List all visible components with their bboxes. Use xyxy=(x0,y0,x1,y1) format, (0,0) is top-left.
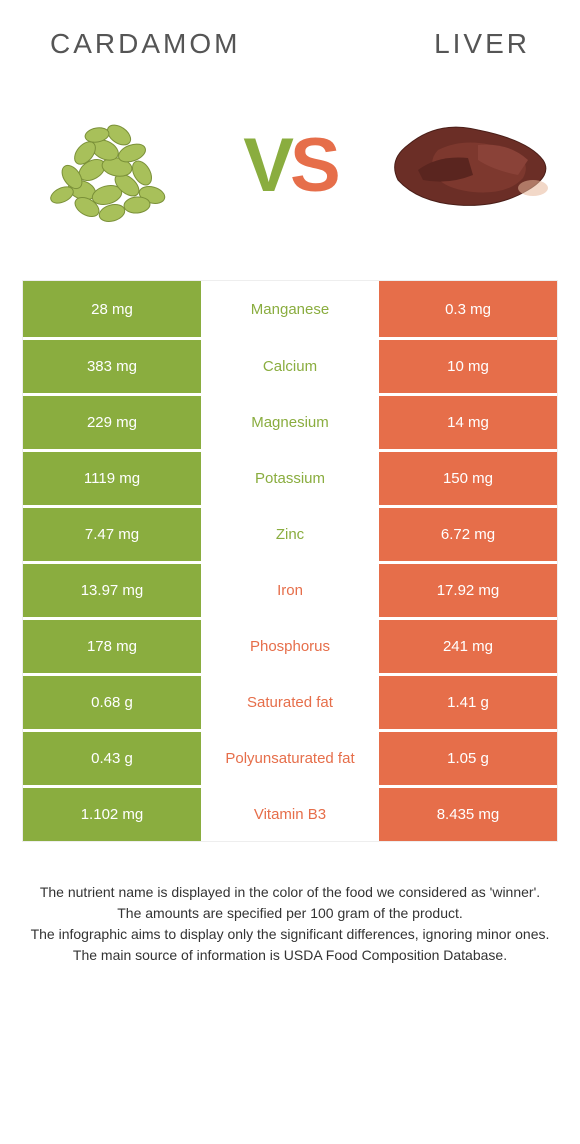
table-row: 1.102 mgVitamin B38.435 mg xyxy=(23,785,557,841)
table-row: 1119 mgPotassium150 mg xyxy=(23,449,557,505)
nutrient-name: Potassium xyxy=(201,452,379,505)
left-value: 0.43 g xyxy=(23,732,201,785)
footer-line: The main source of information is USDA F… xyxy=(30,945,550,966)
table-row: 0.68 gSaturated fat1.41 g xyxy=(23,673,557,729)
left-value: 0.68 g xyxy=(23,676,201,729)
right-value: 150 mg xyxy=(379,452,557,505)
nutrient-name: Zinc xyxy=(201,508,379,561)
left-value: 229 mg xyxy=(23,396,201,449)
left-value: 1119 mg xyxy=(23,452,201,505)
right-value: 14 mg xyxy=(379,396,557,449)
nutrient-table: 28 mgManganese0.3 mg383 mgCalcium10 mg22… xyxy=(22,280,558,842)
nutrient-name: Calcium xyxy=(201,340,379,393)
nutrient-name: Saturated fat xyxy=(201,676,379,729)
vs-s: S xyxy=(290,123,337,208)
left-value: 13.97 mg xyxy=(23,564,201,617)
nutrient-name: Iron xyxy=(201,564,379,617)
left-value: 178 mg xyxy=(23,620,201,673)
nutrient-name: Phosphorus xyxy=(201,620,379,673)
footer-line: The infographic aims to display only the… xyxy=(30,924,550,945)
table-row: 0.43 gPolyunsaturated fat1.05 g xyxy=(23,729,557,785)
images-row: VS xyxy=(0,60,580,260)
title-left: CARDAMOM xyxy=(50,28,240,60)
table-row: 383 mgCalcium10 mg xyxy=(23,337,557,393)
right-value: 0.3 mg xyxy=(379,281,557,337)
footer-notes: The nutrient name is displayed in the co… xyxy=(0,842,580,966)
cardamom-image xyxy=(22,90,202,240)
vs-v: V xyxy=(243,123,290,208)
right-value: 1.05 g xyxy=(379,732,557,785)
nutrient-name: Magnesium xyxy=(201,396,379,449)
left-value: 383 mg xyxy=(23,340,201,393)
table-row: 13.97 mgIron17.92 mg xyxy=(23,561,557,617)
footer-line: The nutrient name is displayed in the co… xyxy=(30,882,550,903)
right-value: 8.435 mg xyxy=(379,788,557,841)
header: CARDAMOM LIVER xyxy=(0,0,580,60)
nutrient-name: Polyunsaturated fat xyxy=(201,732,379,785)
right-value: 1.41 g xyxy=(379,676,557,729)
left-value: 7.47 mg xyxy=(23,508,201,561)
right-value: 6.72 mg xyxy=(379,508,557,561)
left-value: 28 mg xyxy=(23,281,201,337)
vs-label: VS xyxy=(243,122,336,209)
nutrient-name: Vitamin B3 xyxy=(201,788,379,841)
footer-line: The amounts are specified per 100 gram o… xyxy=(30,903,550,924)
table-row: 7.47 mgZinc6.72 mg xyxy=(23,505,557,561)
liver-image xyxy=(378,90,558,240)
left-value: 1.102 mg xyxy=(23,788,201,841)
right-value: 10 mg xyxy=(379,340,557,393)
table-row: 28 mgManganese0.3 mg xyxy=(23,281,557,337)
right-value: 17.92 mg xyxy=(379,564,557,617)
right-value: 241 mg xyxy=(379,620,557,673)
table-row: 178 mgPhosphorus241 mg xyxy=(23,617,557,673)
nutrient-name: Manganese xyxy=(201,281,379,337)
title-right: LIVER xyxy=(434,28,530,60)
table-row: 229 mgMagnesium14 mg xyxy=(23,393,557,449)
